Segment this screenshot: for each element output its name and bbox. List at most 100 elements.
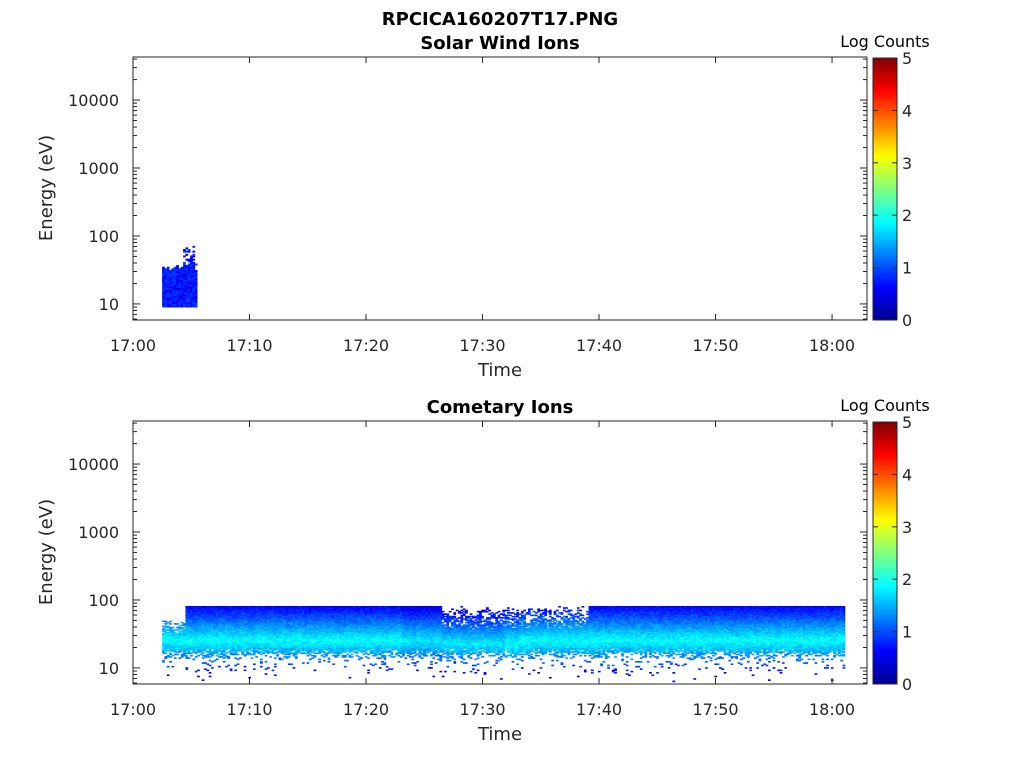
spectrogram-cell	[376, 629, 380, 631]
spectrogram-cell	[178, 632, 182, 635]
spectrogram-cell	[241, 631, 245, 634]
spectrogram-cell	[236, 614, 240, 617]
spectrogram-cell	[411, 629, 415, 631]
spectrogram-cell	[290, 630, 294, 633]
spectrogram-cell	[343, 651, 347, 653]
spectrogram-cell	[406, 607, 410, 609]
spectrogram-cell	[306, 629, 310, 631]
spectrogram-cell	[206, 669, 210, 672]
spectrogram-cell	[164, 635, 168, 637]
spectrogram-cell	[190, 271, 193, 274]
spectrogram-cell	[327, 640, 331, 642]
spectrogram-cell	[185, 276, 189, 279]
spectrogram-cell	[236, 615, 240, 618]
spectrogram-cell	[322, 638, 326, 641]
spectrogram-cell	[364, 643, 368, 646]
spectrogram-cell	[246, 637, 249, 640]
spectrogram-cell	[287, 627, 291, 630]
spectrogram-cell	[334, 619, 338, 622]
spectrogram-cell	[413, 643, 417, 646]
spectrogram-cell	[383, 647, 387, 650]
spectrogram-cell	[374, 625, 377, 628]
spectrogram-cell	[292, 620, 296, 623]
spectrogram-cell	[430, 630, 433, 633]
spectrogram-cell	[185, 300, 189, 303]
spectrogram-cell	[290, 648, 294, 651]
spectrogram-cell	[180, 298, 184, 301]
spectrogram-cell	[278, 605, 282, 608]
spectrogram-cell	[211, 643, 214, 646]
spectrogram-cell	[285, 630, 289, 633]
spectrogram-cell	[253, 653, 256, 656]
spectrogram-cell	[297, 638, 301, 641]
spectrogram-cell	[269, 637, 273, 640]
spectrogram-cell	[169, 279, 172, 282]
spectrogram-cell	[297, 613, 301, 615]
spectrogram-cell	[197, 610, 200, 613]
spectrogram-cell	[392, 646, 396, 648]
spectrogram-cell	[185, 282, 189, 285]
spectrogram-cell	[322, 623, 326, 625]
spectrogram-cell	[367, 612, 370, 614]
spectrogram-cell	[397, 641, 401, 644]
spectrogram-cell	[169, 643, 172, 646]
spectrogram-cell	[418, 613, 422, 615]
spectrogram-cell	[320, 621, 324, 624]
spectrogram-cell	[215, 610, 219, 613]
spectrogram-cell	[204, 624, 207, 626]
spectrogram-cell	[325, 613, 328, 615]
spectrogram-cell	[322, 626, 326, 629]
spectrogram-cell	[208, 612, 212, 614]
spectrogram-cell	[192, 627, 196, 630]
spectrogram-cell	[192, 292, 196, 295]
spectrogram-cell	[385, 621, 389, 624]
spectrogram-cell	[301, 629, 305, 631]
spectrogram-cell	[315, 623, 319, 625]
spectrogram-cell	[418, 638, 422, 641]
spectrogram-cell	[385, 636, 389, 639]
spectrogram-cell	[423, 607, 426, 609]
spectrogram-cell	[292, 625, 296, 628]
spectrogram-cell	[360, 632, 363, 635]
spectrogram-cell	[325, 653, 328, 656]
spectrogram-cell	[190, 302, 193, 305]
spectrogram-cell	[348, 654, 352, 657]
spectrogram-cell	[390, 623, 394, 625]
spectrogram-cell	[162, 625, 165, 628]
spectrogram-cell	[294, 608, 298, 611]
spectrogram-cell	[243, 642, 247, 645]
spectrogram-cell	[208, 613, 212, 615]
spectrogram-cell	[197, 675, 200, 678]
spectrogram-cell	[388, 609, 391, 612]
spectrogram-cell	[218, 608, 221, 611]
spectrogram-cell	[423, 645, 426, 647]
spectrogram-cell	[413, 607, 417, 609]
spectrogram-cell	[220, 629, 224, 631]
spectrogram-cell	[381, 634, 384, 636]
spectrogram-cell	[378, 629, 382, 631]
spectrogram-cell	[390, 643, 394, 646]
spectrogram-cell	[425, 638, 429, 641]
spectrogram-cell	[285, 648, 289, 651]
spectrogram-cell	[294, 631, 298, 634]
spectrogram-cell	[299, 612, 303, 614]
spectrogram-cell	[180, 630, 184, 633]
spectrogram-cell	[381, 629, 384, 631]
spectrogram-cell	[234, 635, 238, 637]
spectrogram-cell	[239, 608, 242, 611]
spectrogram-cell	[232, 634, 235, 636]
spectrogram-cell	[367, 640, 370, 642]
spectrogram-cell	[388, 620, 391, 623]
spectrogram-cell	[213, 615, 217, 618]
spectrogram-cell	[253, 624, 256, 626]
spectrogram-cell	[413, 641, 417, 644]
spectrogram-cell	[213, 634, 217, 636]
spectrogram-cell	[204, 640, 207, 642]
spectrogram-cell	[301, 627, 305, 630]
spectrogram-cell	[287, 623, 291, 625]
spectrogram-cell	[399, 640, 403, 642]
spectrogram-cell	[190, 261, 193, 264]
spectrogram-cell	[390, 638, 394, 641]
spectrogram-cell	[411, 641, 415, 644]
spectrogram-cell	[381, 624, 384, 626]
